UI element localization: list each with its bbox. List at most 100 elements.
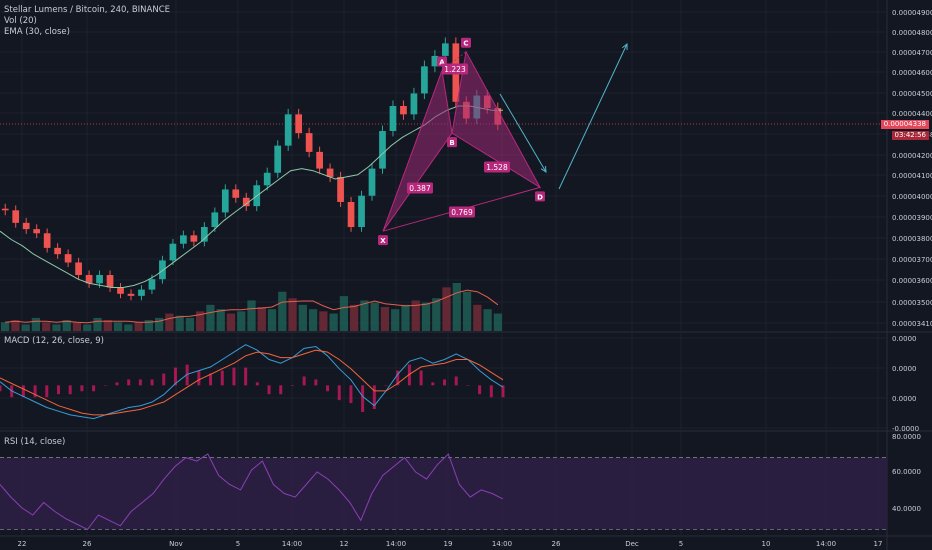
volume-bar xyxy=(329,313,338,331)
macd-histogram-bar xyxy=(454,376,458,386)
candle-body xyxy=(33,229,41,234)
macd-histogram-bar xyxy=(407,364,411,386)
main-legend: Stellar Lumens / Bitcoin, 240, BINANCE V… xyxy=(4,5,170,38)
candle-body xyxy=(54,247,61,255)
volume-bar xyxy=(452,283,461,331)
y-tick-label: 0.00003410 xyxy=(892,320,932,328)
candle-body xyxy=(358,195,365,228)
volume-bar xyxy=(278,291,287,331)
y-tick-label: 0.00003700 xyxy=(892,256,932,264)
y-tick-label: 0.00004400 xyxy=(892,110,932,118)
macd-signal-line xyxy=(0,349,504,416)
volume-bar xyxy=(175,315,184,331)
countdown-tag: 03:42:56 xyxy=(891,131,929,140)
x-tick-label: 26 xyxy=(83,540,92,548)
candle-body xyxy=(442,43,449,56)
volume-bar xyxy=(42,322,51,331)
candle-body xyxy=(326,168,334,177)
ema-legend: EMA (30, close) xyxy=(4,27,70,37)
candle-body xyxy=(190,235,198,242)
volume-bar xyxy=(31,317,41,331)
y-tick-label: 0.00003800 xyxy=(892,235,932,243)
macd-histogram-bar xyxy=(326,385,330,392)
volume-bar xyxy=(11,320,20,331)
ratio-label-box xyxy=(449,206,475,218)
macd-histogram-bar xyxy=(162,373,166,386)
macd-histogram-bar xyxy=(138,379,142,386)
candle-body xyxy=(169,243,177,261)
ratio-label: 1.223 xyxy=(444,65,466,74)
candle-body xyxy=(305,133,313,152)
volume-bar xyxy=(83,324,92,331)
macd-y-tick-label: -0.0000 xyxy=(892,425,919,433)
candle-body xyxy=(96,275,103,284)
macd-histogram-bar xyxy=(349,385,353,404)
macd-histogram-bar xyxy=(185,364,189,386)
macd-histogram-bar xyxy=(279,385,283,395)
candle-body xyxy=(211,212,219,228)
pattern-point-label: C xyxy=(463,40,468,48)
macd-legend: MACD (12, 26, close, 9) xyxy=(4,336,104,346)
candle-body xyxy=(421,66,428,94)
candle-body xyxy=(200,227,208,242)
pattern-bcd-triangle xyxy=(451,50,542,189)
macd-histogram-bar xyxy=(173,367,177,386)
macd-histogram-bar xyxy=(501,385,505,398)
y-tick-label: 0.00003500 xyxy=(892,299,932,307)
macd-histogram-bar xyxy=(33,385,37,398)
volume-bar xyxy=(380,307,390,331)
pattern-point-marker xyxy=(378,235,388,246)
volume-bar xyxy=(247,300,256,331)
volume-bar xyxy=(391,309,400,331)
volume-bar xyxy=(257,307,266,331)
volume-bar xyxy=(493,313,502,331)
macd-histogram-bar xyxy=(302,376,306,386)
rsi-y-tick-label: 60.0000 xyxy=(892,468,921,476)
volume-bar xyxy=(144,320,153,331)
pattern-point-marker xyxy=(535,191,545,202)
candle-body xyxy=(159,260,166,280)
candle-body xyxy=(138,289,145,296)
volume-bar xyxy=(308,309,318,331)
macd-histogram-bar xyxy=(431,382,435,386)
volume-bar xyxy=(339,296,349,331)
candle-body xyxy=(410,93,418,115)
volume-bar xyxy=(103,320,112,331)
x-tick-label: 5 xyxy=(236,540,240,548)
ema-line xyxy=(0,105,503,288)
macd-histogram-bar xyxy=(489,385,493,398)
macd-y-tick-label: 0.0000 xyxy=(892,365,917,373)
rsi-y-tick-label: 40.0000 xyxy=(892,505,921,513)
y-tick-label: 0.00004500 xyxy=(892,90,932,98)
ratio-label-box xyxy=(442,63,468,75)
macd-histogram-bar xyxy=(244,367,248,386)
macd-histogram-bar xyxy=(115,382,119,386)
volume-bar xyxy=(267,309,277,331)
candle-body xyxy=(295,114,303,134)
x-tick-label: 17 xyxy=(874,540,883,548)
volume-bar xyxy=(134,322,143,331)
candle-body xyxy=(221,189,229,213)
candle-body xyxy=(85,275,93,284)
macd-histogram-bar xyxy=(337,385,341,401)
candle-body xyxy=(75,262,82,276)
volume-bar xyxy=(401,304,410,331)
y-tick-label: 0.00004200 xyxy=(892,152,932,160)
volume-bar xyxy=(216,309,225,331)
macd-histogram-bar xyxy=(209,373,213,386)
volume-bar xyxy=(473,304,482,331)
candle-body xyxy=(117,287,124,294)
macd-histogram-bar xyxy=(68,385,72,395)
pattern-xab-triangle xyxy=(382,68,453,232)
symbol-title: Stellar Lumens / Bitcoin, 240, BINANCE xyxy=(4,5,171,15)
ratio-label: 0.387 xyxy=(409,184,431,193)
macd-histogram-bar xyxy=(290,385,294,386)
macd-histogram-bar xyxy=(255,382,259,386)
candle-body xyxy=(1,208,9,211)
volume-bar xyxy=(206,304,215,331)
candle-body xyxy=(431,55,439,67)
y-tick-label: 0.00003600 xyxy=(892,277,932,285)
volume-bar xyxy=(226,313,236,331)
